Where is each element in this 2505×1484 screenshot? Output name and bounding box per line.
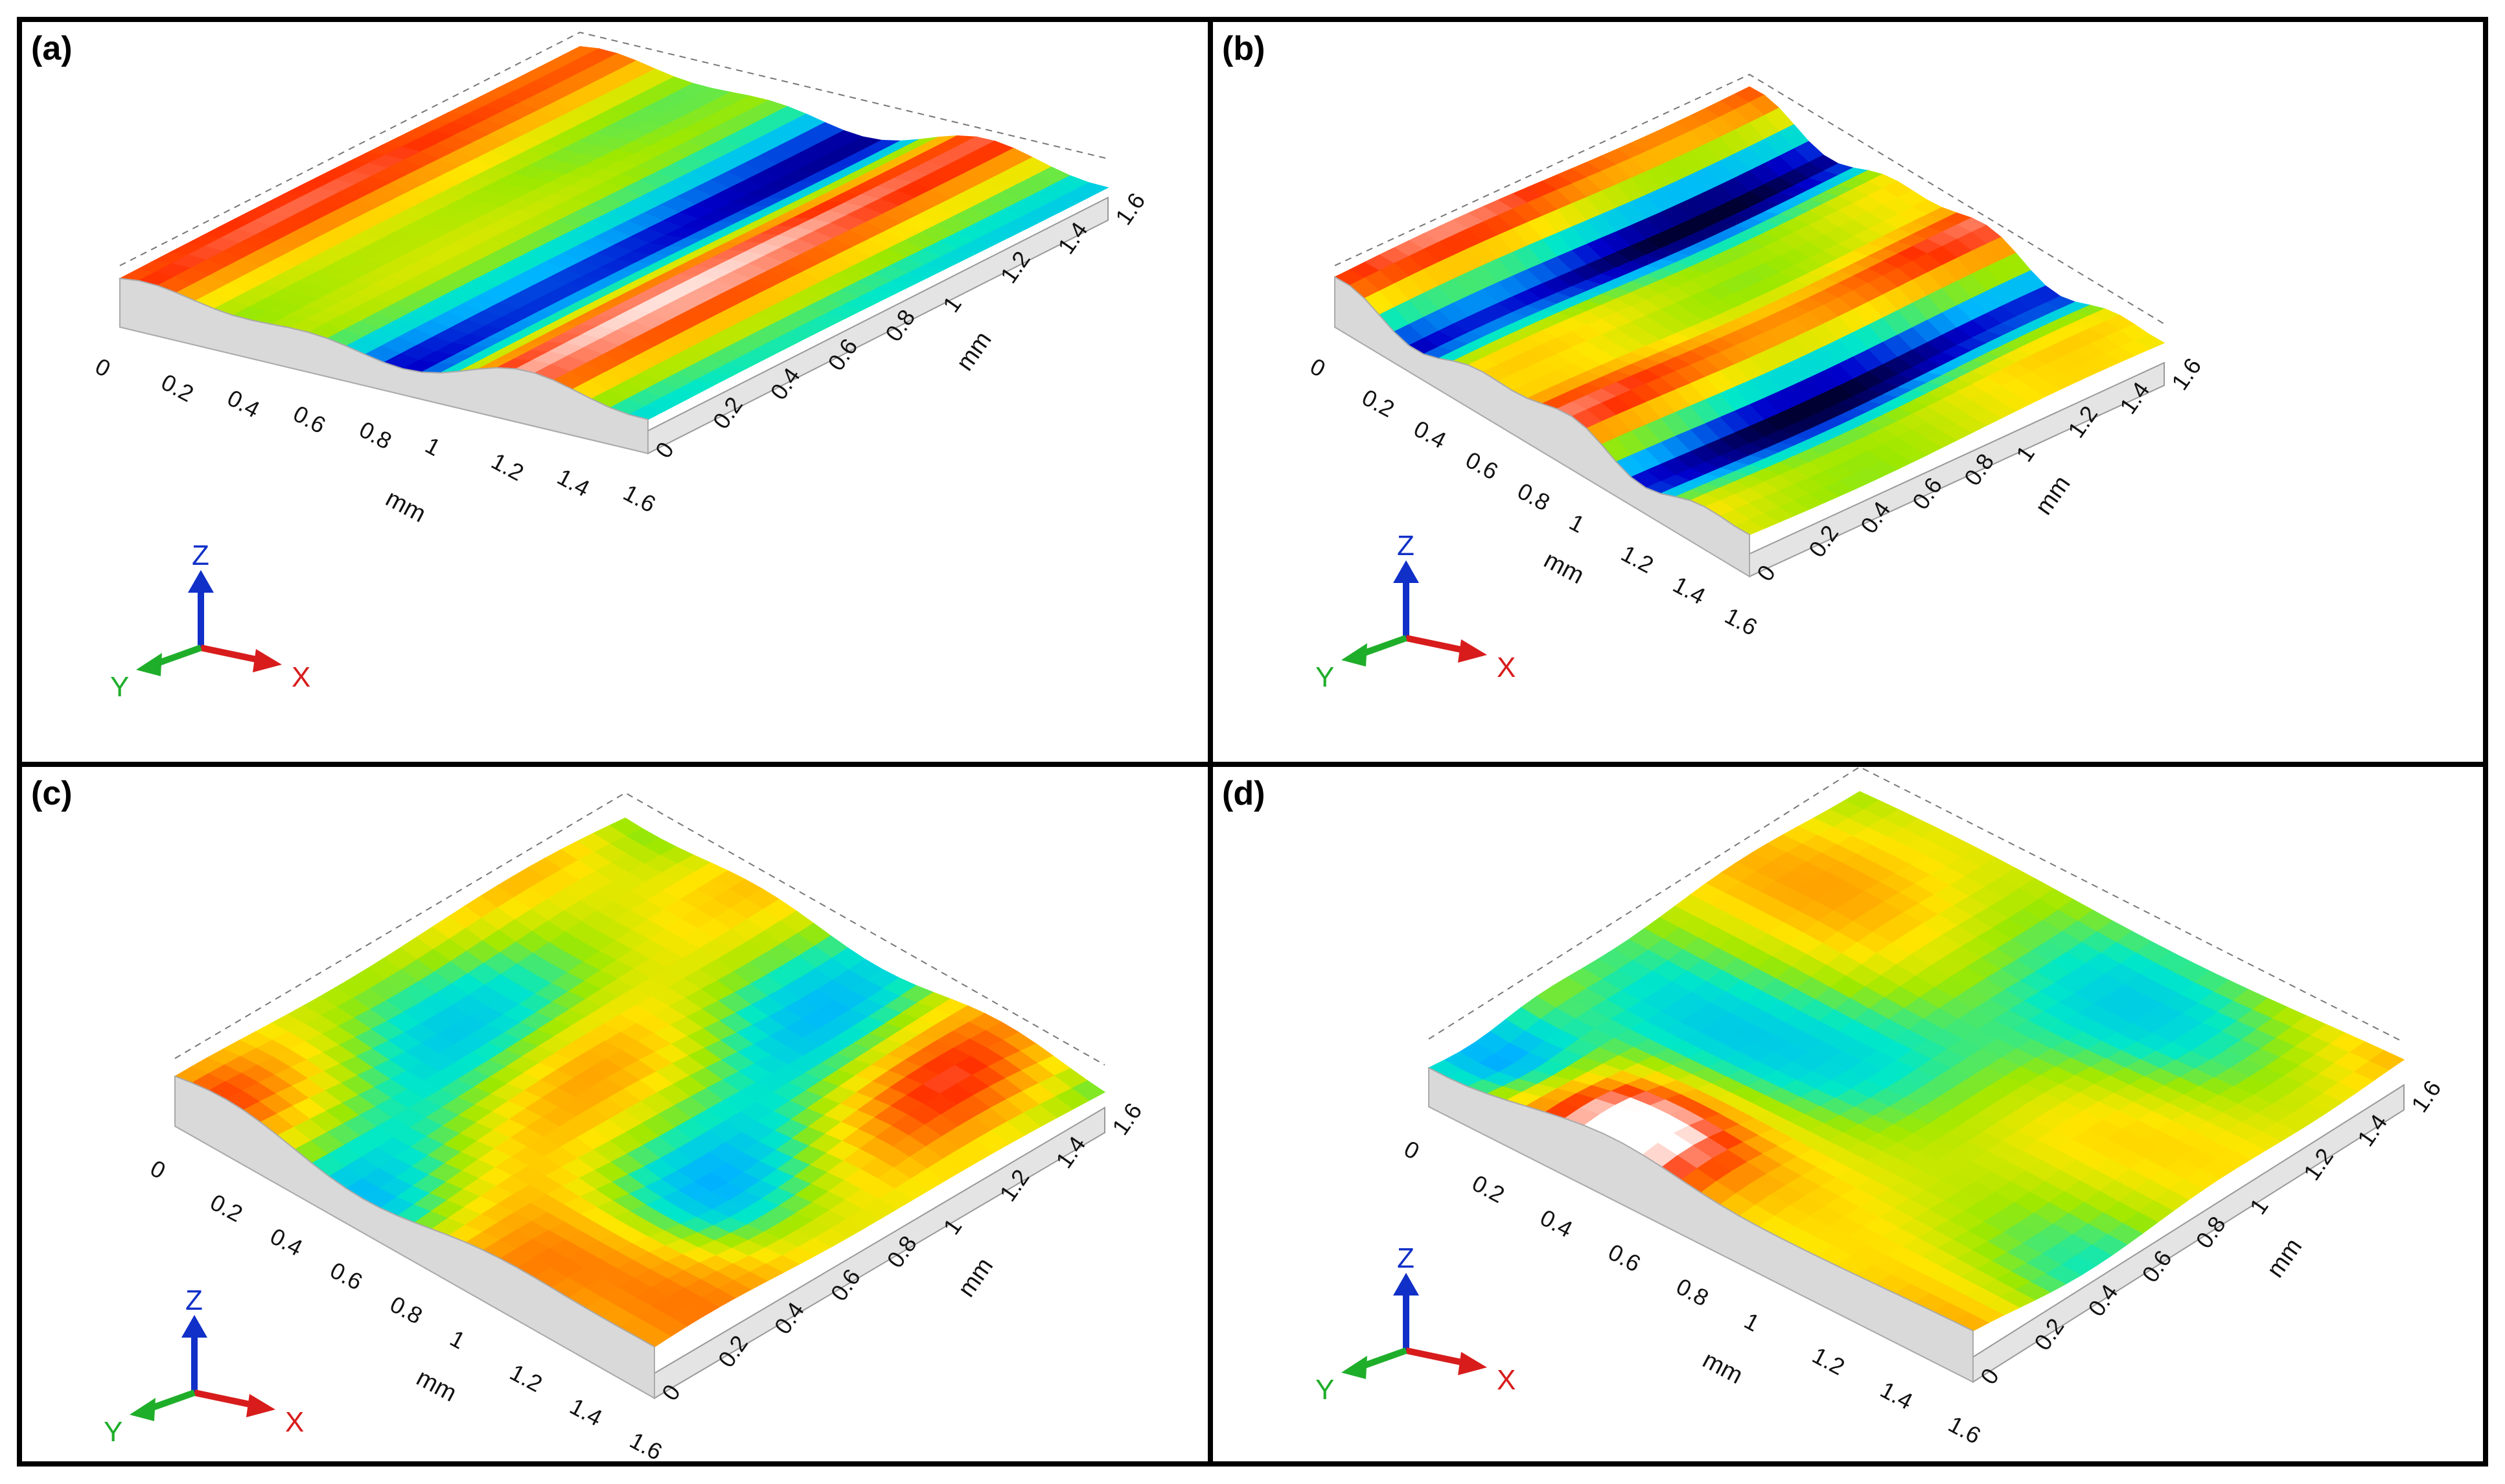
x-axis-label: X	[285, 1406, 304, 1438]
z-arrow-head	[1393, 560, 1419, 583]
panel-a: (a)00.2 0.4 0.6 0.8 11.2 1.4 1.600.20.40.60.81…	[17, 17, 1213, 767]
axis-triad: Z X Y	[1315, 530, 1516, 693]
y-arrow	[1359, 1347, 1407, 1370]
x-arrow-head	[253, 649, 282, 672]
surface-front-profile	[1334, 275, 1750, 578]
surface-front-profile	[1428, 1066, 1974, 1384]
panel-label: (a)	[31, 30, 73, 67]
x-arrow	[193, 1389, 257, 1409]
x-axis-label: X	[1497, 652, 1516, 683]
z-axis-label: Z	[185, 1284, 203, 1316]
surface-mesh	[1333, 86, 2165, 536]
z-arrow-head	[188, 570, 214, 593]
y-arrow	[148, 1389, 196, 1412]
x-arrow-head	[246, 1394, 275, 1417]
y-arrow-head	[136, 653, 162, 676]
surface-mesh	[1427, 791, 2405, 1332]
panels-root: (a)00.2 0.4 0.6 0.8 11.2 1.4 1.600.20.40.60.81…	[17, 17, 2488, 1467]
y-axis-label: Y	[1315, 661, 1334, 693]
x-axis-label: X	[1497, 1364, 1516, 1396]
panel-c: (c)00.20.40.60.811.21.41.600.20.40.60.81…	[17, 762, 1213, 1467]
y-arrow-head	[130, 1398, 156, 1421]
y-arrow	[1359, 635, 1407, 657]
panel-d: (d)00.20.40.60.811.21.41.600.20.40.60.81…	[1208, 762, 2488, 1467]
surface-mesh	[118, 46, 1109, 420]
surface-mesh	[174, 817, 1106, 1348]
panel-label: (d)	[1222, 775, 1265, 812]
z-arrow-head	[181, 1315, 207, 1338]
x-arrow-head	[1458, 639, 1487, 663]
box-back-edge	[119, 31, 1109, 266]
y-axis-label: Y	[1315, 1374, 1334, 1406]
z-axis-label: Z	[1397, 1242, 1414, 1274]
axis-triad: Z X Y	[1315, 1242, 1516, 1406]
z-axis-label: Z	[192, 540, 209, 571]
y-axis-label: Y	[110, 671, 129, 703]
x-axis-label: X	[292, 661, 310, 693]
x-arrow	[1405, 635, 1469, 654]
panel-b: (b)00.20.40.60.811.21.41.600.20.40.60.8 1…	[1208, 17, 2488, 767]
surface-front-profile	[119, 277, 649, 455]
x-arrow-head	[1458, 1352, 1487, 1375]
panel-label: (b)	[1222, 30, 1265, 67]
panel-label: (c)	[31, 775, 73, 812]
box-back-edge	[1334, 73, 2165, 325]
x-arrow	[1405, 1347, 1469, 1367]
z-axis-label: Z	[1397, 530, 1414, 562]
axis-triad: Z X Y	[104, 1284, 304, 1448]
y-arrow	[154, 645, 202, 667]
axis-triad: Z X Y	[110, 540, 310, 703]
box-back-edge	[174, 792, 1105, 1066]
y-arrow-head	[1341, 1356, 1367, 1379]
y-arrow-head	[1341, 643, 1367, 667]
panel-frame	[1208, 762, 2488, 1467]
y-axis-label: Y	[104, 1416, 122, 1448]
x-arrow	[200, 645, 264, 664]
surface-front-profile	[174, 1075, 655, 1400]
z-arrow-head	[1393, 1273, 1419, 1296]
